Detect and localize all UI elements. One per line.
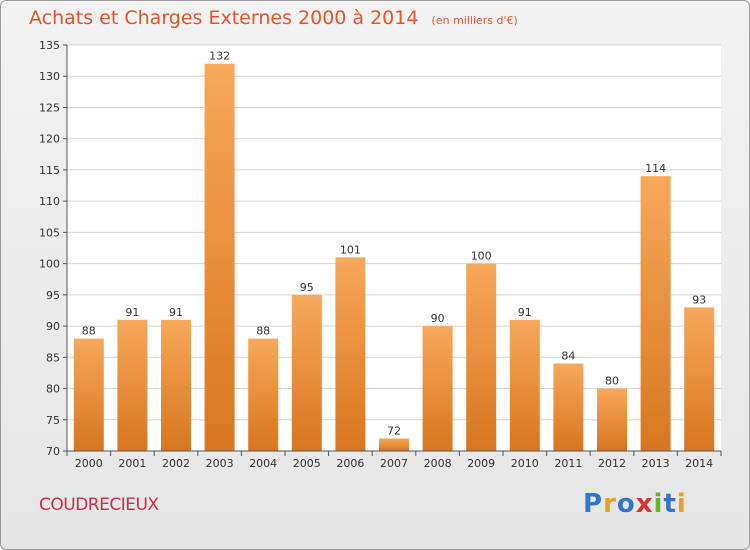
value-label: 132 <box>209 50 230 63</box>
value-label: 100 <box>471 250 492 263</box>
x-tick-label: 2003 <box>206 457 234 470</box>
logo-letter: x <box>635 489 654 519</box>
value-label: 91 <box>169 306 183 319</box>
value-labels: 88 91 91 132 88 95 101 72 90 100 91 84 80 114 93 <box>82 50 706 438</box>
chart-title-unit: (en milliers d'€) <box>431 14 518 27</box>
value-label: 91 <box>518 306 532 319</box>
x-tick-label: 2000 <box>75 457 103 470</box>
value-label: 90 <box>431 312 445 325</box>
bars <box>73 63 715 451</box>
bar <box>553 363 584 451</box>
proxiti-logo: Proxiti <box>583 489 687 519</box>
bar <box>204 63 235 451</box>
value-label: 80 <box>605 375 619 388</box>
x-tick-label: 2005 <box>293 457 321 470</box>
x-tick-label: 2011 <box>554 457 582 470</box>
value-label: 101 <box>340 243 361 256</box>
bar <box>335 257 366 451</box>
y-tick-label: 125 <box>39 101 60 114</box>
x-tick-label: 2014 <box>685 457 713 470</box>
bar <box>117 319 148 451</box>
bar <box>422 326 453 451</box>
value-label: 88 <box>256 325 270 338</box>
y-tick-label: 110 <box>39 195 60 208</box>
bar <box>684 307 715 451</box>
y-tick-label: 115 <box>39 164 60 177</box>
x-tick-label: 2004 <box>249 457 277 470</box>
y-tick-label: 120 <box>39 133 60 146</box>
chart-title-main: Achats et Charges Externes 2000 à 2014 <box>29 7 419 29</box>
x-tick-label: 2002 <box>162 457 190 470</box>
y-tick-label: 70 <box>46 445 60 458</box>
grid-lines <box>67 44 721 421</box>
x-tick-label: 2012 <box>598 457 626 470</box>
y-tick-label: 90 <box>46 320 60 333</box>
value-label: 91 <box>125 306 139 319</box>
y-tick-label: 75 <box>46 414 60 427</box>
bar <box>509 319 540 451</box>
y-tick-label: 105 <box>39 226 60 239</box>
value-label: 114 <box>645 162 666 175</box>
x-tick-label: 2009 <box>467 457 495 470</box>
logo-letter: i <box>653 489 664 519</box>
value-label: 72 <box>387 425 401 438</box>
logo-letter: r <box>603 489 617 519</box>
logo-letter: P <box>583 489 604 519</box>
x-tick-label: 2007 <box>380 457 408 470</box>
bar <box>597 388 627 451</box>
bar <box>291 294 322 451</box>
y-tick-label: 130 <box>39 70 60 83</box>
value-label: 93 <box>692 293 706 306</box>
bar <box>640 176 671 451</box>
logo-letter: o <box>616 489 636 519</box>
bar <box>161 319 191 451</box>
x-tick-label: 2013 <box>642 457 670 470</box>
bar <box>466 263 497 451</box>
value-label: 95 <box>300 281 314 294</box>
y-tick-label: 135 <box>39 39 60 52</box>
y-tick-label: 85 <box>46 351 60 364</box>
x-axis-ticks: 2000 2001 2002 2003 2004 2005 2006 2007 2008 2009… <box>66 451 722 470</box>
x-tick-label: 2010 <box>511 457 539 470</box>
x-tick-label: 2001 <box>118 457 146 470</box>
bar <box>379 438 409 451</box>
y-tick-label: 95 <box>46 289 60 302</box>
logo-letter: t <box>663 489 677 519</box>
axes <box>66 45 721 452</box>
bar <box>248 338 279 451</box>
value-label: 88 <box>82 325 96 338</box>
x-tick-label: 2008 <box>424 457 452 470</box>
logo-letter: i <box>676 489 687 519</box>
commune-name: COUDRECIEUX <box>39 495 159 515</box>
x-tick-label: 2006 <box>336 457 364 470</box>
y-axis-ticks: 70 75 80 85 90 95 100 105 110 115 120 125 130 135 <box>39 39 67 458</box>
y-tick-label: 80 <box>46 383 60 396</box>
bar <box>73 338 104 451</box>
y-tick-label: 100 <box>39 258 60 271</box>
value-label: 84 <box>561 350 575 363</box>
chart-title: Achats et Charges Externes 2000 à 2014 (… <box>29 7 518 29</box>
